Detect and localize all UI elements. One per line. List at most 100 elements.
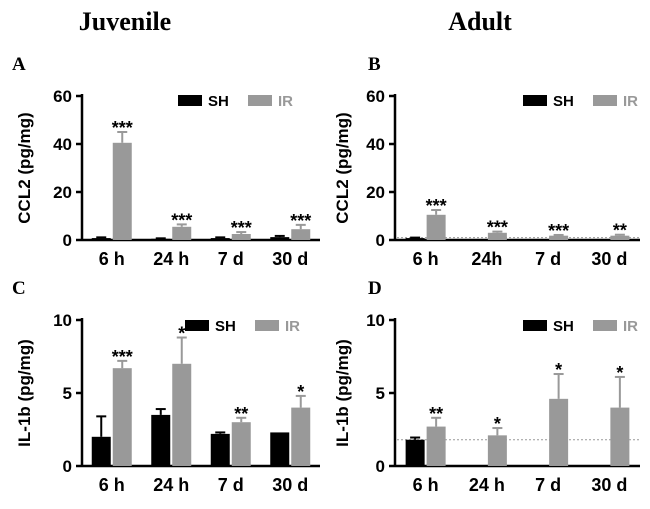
x-tick-label: 24 h bbox=[153, 249, 189, 269]
x-tick-label: 7 d bbox=[535, 475, 561, 495]
legend-label-sh: SH bbox=[215, 318, 236, 335]
y-tick-label: 0 bbox=[376, 231, 385, 250]
bar-sh bbox=[151, 414, 171, 466]
y-tick-label: 0 bbox=[63, 231, 72, 250]
significance-marker: *** bbox=[231, 218, 252, 238]
x-tick-label: 24h bbox=[471, 249, 502, 269]
significance-marker: * bbox=[178, 324, 185, 344]
bar-ir bbox=[231, 422, 251, 466]
bar-ir bbox=[291, 229, 311, 240]
bar-sh bbox=[91, 238, 111, 240]
legend-swatch-ir bbox=[593, 320, 617, 331]
column-title-juvenile: Juvenile bbox=[79, 7, 171, 36]
bar-ir bbox=[549, 235, 569, 240]
bar-ir bbox=[610, 407, 630, 466]
bar-sh bbox=[405, 238, 425, 240]
significance-marker: *** bbox=[112, 347, 133, 367]
y-tick-label: 60 bbox=[53, 87, 72, 106]
y-tick-label: 20 bbox=[53, 183, 72, 202]
bar-ir bbox=[426, 426, 446, 466]
y-axis-label: IL-1b (pg/mg) bbox=[15, 339, 34, 447]
legend-label-sh: SH bbox=[553, 93, 574, 110]
y-tick-label: 60 bbox=[366, 87, 385, 106]
panel-d: D IL-1b (pg/mg) 0 5 10 ** 6 h * 24 h * 7 d * 30 d SH I… bbox=[333, 278, 640, 495]
panel-letter-d: D bbox=[368, 278, 382, 299]
x-tick-label: 24 h bbox=[153, 475, 189, 495]
bar-sh bbox=[405, 439, 425, 466]
significance-marker: *** bbox=[487, 218, 508, 238]
legend-label-sh: SH bbox=[553, 318, 574, 335]
x-tick-label: 30 d bbox=[272, 475, 308, 495]
bar-ir bbox=[172, 363, 192, 466]
x-tick-label: 7 d bbox=[218, 249, 244, 269]
x-tick-label: 6 h bbox=[99, 475, 125, 495]
legend-swatch-sh bbox=[523, 95, 547, 106]
y-tick-label: 5 bbox=[376, 384, 385, 403]
y-tick-label: 10 bbox=[366, 311, 385, 330]
panel-letter-b: B bbox=[368, 54, 381, 75]
legend-label-ir: IR bbox=[623, 318, 638, 335]
significance-marker: * bbox=[494, 414, 501, 434]
significance-marker: ** bbox=[429, 404, 443, 424]
y-tick-label: 40 bbox=[53, 135, 72, 154]
y-axis-label: IL-1b (pg/mg) bbox=[333, 339, 352, 447]
x-tick-label: 7 d bbox=[218, 475, 244, 495]
x-tick-label: 7 d bbox=[535, 249, 561, 269]
bar-ir bbox=[426, 214, 446, 240]
legend-label-ir: IR bbox=[285, 318, 300, 335]
column-title-adult: Adult bbox=[448, 7, 512, 36]
bar-ir bbox=[549, 398, 569, 466]
bar-sh bbox=[270, 432, 290, 466]
significance-marker: *** bbox=[426, 196, 447, 216]
significance-marker: * bbox=[616, 363, 623, 383]
significance-marker: ** bbox=[234, 404, 248, 424]
legend-label-ir: IR bbox=[623, 93, 638, 110]
legend-label-ir: IR bbox=[278, 93, 293, 110]
legend-swatch-sh bbox=[523, 320, 547, 331]
panel-letter-c: C bbox=[12, 278, 26, 299]
bar-sh bbox=[91, 436, 111, 466]
x-tick-label: 24 h bbox=[469, 475, 505, 495]
significance-marker: *** bbox=[171, 210, 192, 230]
significance-marker: *** bbox=[112, 118, 133, 138]
significance-marker: ** bbox=[613, 221, 627, 241]
y-tick-label: 40 bbox=[366, 135, 385, 154]
legend-swatch-sh bbox=[185, 320, 209, 331]
x-tick-label: 6 h bbox=[99, 249, 125, 269]
legend-label-sh: SH bbox=[208, 93, 229, 110]
x-tick-label: 30 d bbox=[591, 249, 627, 269]
legend-swatch-ir bbox=[248, 95, 272, 106]
bar-ir bbox=[112, 142, 132, 240]
panel-letter-a: A bbox=[12, 54, 26, 75]
x-tick-label: 30 d bbox=[272, 249, 308, 269]
bar-ir bbox=[487, 232, 507, 240]
legend-swatch-ir bbox=[593, 95, 617, 106]
bar-sh bbox=[270, 237, 290, 240]
bar-ir bbox=[112, 368, 132, 466]
bar-sh bbox=[210, 433, 230, 466]
x-tick-label: 6 h bbox=[413, 475, 439, 495]
y-tick-label: 10 bbox=[53, 311, 72, 330]
y-tick-label: 0 bbox=[63, 457, 72, 476]
bar-ir bbox=[172, 226, 192, 240]
significance-marker: *** bbox=[290, 211, 311, 231]
legend-swatch-sh bbox=[178, 95, 202, 106]
bar-ir bbox=[231, 234, 251, 240]
y-axis-label: CCL2 (pg/mg) bbox=[15, 112, 34, 223]
significance-marker: * bbox=[555, 360, 562, 380]
bar-ir bbox=[610, 235, 630, 240]
significance-marker: *** bbox=[548, 221, 569, 241]
y-tick-label: 5 bbox=[63, 384, 72, 403]
y-axis-label: CCL2 (pg/mg) bbox=[333, 112, 352, 223]
bar-sh bbox=[210, 238, 230, 240]
bar-sh bbox=[151, 238, 171, 240]
x-tick-label: 6 h bbox=[413, 249, 439, 269]
panel-c: C IL-1b (pg/mg) 0 5 10 *** 6 h * 24 h ** 7 d * 30 d S… bbox=[12, 278, 320, 495]
bar-ir bbox=[487, 435, 507, 466]
y-tick-label: 20 bbox=[366, 183, 385, 202]
panel-a: A CCL2 (pg/mg) 0 20 40 60 *** 6 h *** 24 h *** 7 d *… bbox=[12, 54, 320, 269]
panel-b: B CCL2 (pg/mg) 0 20 40 60 *** 6 h *** 24h *** 7 d **… bbox=[333, 54, 640, 269]
legend-swatch-ir bbox=[255, 320, 279, 331]
